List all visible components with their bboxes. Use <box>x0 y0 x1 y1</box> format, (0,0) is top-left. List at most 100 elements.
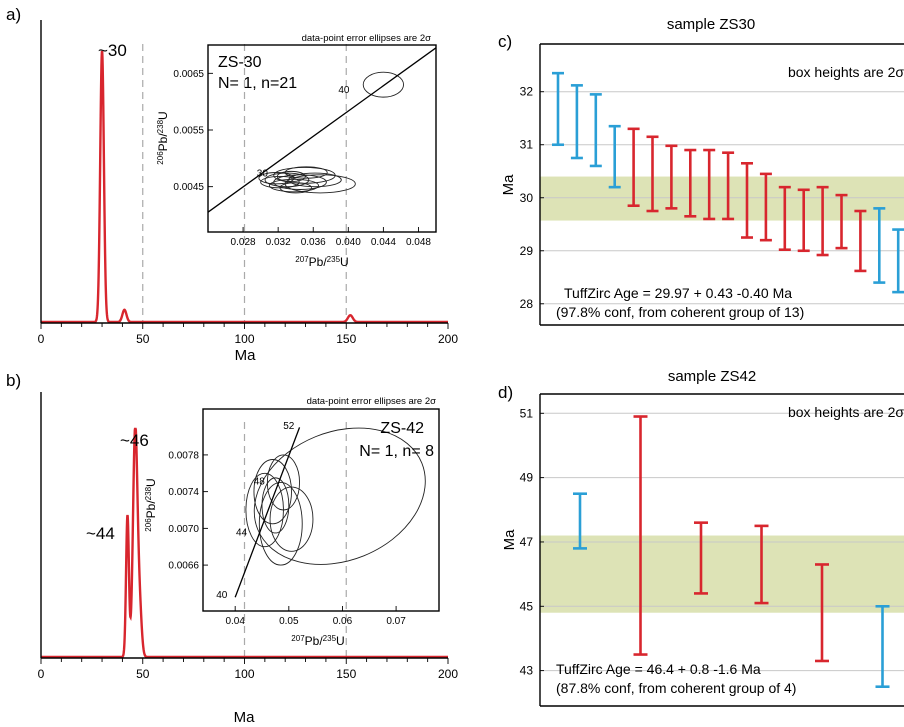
panel-c-result-line1: TuffZirc Age = 29.97 + 0.43 -0.40 Ma <box>564 285 792 301</box>
a-inset-y-tick-label: 0.0055 <box>173 126 204 137</box>
d-y-tick-label: 51 <box>520 406 534 420</box>
panel-a-inset-xlabel: 207Pb/235U <box>295 255 348 270</box>
panel-a-inset-concordia: 30 40 <box>207 47 437 213</box>
panel-b-xlabel: Ma <box>234 709 255 726</box>
panel-a-inset-ylabel: 206Pb/238U <box>156 111 171 164</box>
panel-c-label: c) <box>498 32 512 51</box>
a-inset-x-tick-label: 0.028 <box>231 237 256 248</box>
c-y-tick-label: 30 <box>520 191 534 205</box>
panel-d-band <box>540 535 904 613</box>
panel-b-inset-concordia: 52 48 44 40 <box>216 421 301 601</box>
panel-a-inset-caption: data-point error ellipses are 2σ <box>302 33 432 44</box>
b-inset-error-ellipse <box>258 482 303 566</box>
b-inset-x-tick-label: 0.04 <box>225 616 245 627</box>
a-inset-concordia-line <box>207 47 437 213</box>
b-x-tick-label: 0 <box>38 667 45 681</box>
panel-c-result-line2: (97.8% conf, from coherent group of 13) <box>556 304 804 320</box>
panel-b-inset-caption: data-point error ellipses are 2σ <box>307 396 437 407</box>
a-inset-x-tick-label: 0.048 <box>406 237 431 248</box>
panel-a-annotations: ~30 <box>98 41 127 60</box>
panel-a-inset: 0.028 0.032 0.036 0.040 0.044 0.048 0.0045 0.00… <box>156 33 437 269</box>
b-inset-y-tick-label: 0.0066 <box>168 561 199 572</box>
a-inset-error-ellipse <box>268 178 319 193</box>
panel-b-inset-ticks: 0.04 0.05 0.06 0.07 0.0066 0.0070 0.0074 0.0078 <box>168 450 406 627</box>
panel-b-inset-ylabel: 206Pb/238U <box>144 478 159 531</box>
a-inset-error-ellipse <box>279 182 312 194</box>
b-inset-x-tick-label: 0.07 <box>386 616 406 627</box>
a-x-tick-label: 100 <box>234 332 254 346</box>
a-inset-x-tick-label: 0.032 <box>266 237 291 248</box>
panel-c-error-bars <box>552 71 904 294</box>
panel-d-ylabel: Ma <box>501 529 518 550</box>
c-error-bar <box>722 151 735 221</box>
c-error-bar <box>778 185 791 252</box>
c-error-bar <box>873 207 886 284</box>
panel-d-result-line1: TuffZirc Age = 46.4 + 0.8 -1.6 Ma <box>556 661 761 677</box>
c-y-tick-label: 32 <box>520 85 534 99</box>
panel-a-inset-sample: ZS-30 <box>218 54 262 71</box>
panel-a-density-curve <box>41 50 448 324</box>
a-inset-error-ellipse <box>362 71 405 98</box>
a-inset-y-tick-label: 0.0045 <box>173 182 204 193</box>
c-error-bar <box>552 71 564 147</box>
panel-c-errorbar-plot: c) sample ZS30 28 29 30 31 32 Ma box heights… <box>498 16 904 326</box>
d-y-tick-label: 45 <box>520 599 534 613</box>
d-error-bar <box>815 563 829 663</box>
panel-d-gridlines <box>540 412 904 672</box>
panel-c-y-ticks: 28 29 30 31 32 <box>520 85 544 311</box>
c-error-bar <box>741 161 753 239</box>
c-error-bar <box>759 172 772 242</box>
b-peak-annotation: ~44 <box>86 524 115 543</box>
b-inset-error-ellipse <box>269 486 314 552</box>
b-inset-concordia-age-label: 48 <box>254 476 266 487</box>
d-error-bar <box>875 604 890 689</box>
panel-d-title: sample ZS42 <box>668 368 756 385</box>
panel-c-band <box>540 176 904 221</box>
panel-b-density-plot: b) 0.04 0.05 0.06 0.070.00660.00700.00740.0… <box>6 371 458 726</box>
a-inset-concordia-age-label: 40 <box>338 85 350 96</box>
panel-b-density-curve <box>41 427 448 659</box>
panel-d-error-bars <box>573 415 890 689</box>
a-peak-annotation: ~30 <box>98 41 127 60</box>
a-x-tick-label: 50 <box>136 332 150 346</box>
panel-b-inset: 0.04 0.05 0.06 0.07 0.0066 0.0070 0.0074 0.0078… <box>144 396 440 648</box>
b-inset-error-ellipse <box>261 477 290 534</box>
c-y-tick-label: 31 <box>520 138 534 152</box>
panel-c-note: box heights are 2σ <box>788 64 904 80</box>
a-inset-x-tick-label: 0.044 <box>371 237 396 248</box>
d-y-tick-label: 43 <box>520 664 534 678</box>
panel-b-label: b) <box>6 371 21 390</box>
panel-d-result-line2: (87.8% conf, from coherent group of 4) <box>556 680 796 696</box>
b-inset-x-tick-label: 0.05 <box>279 616 299 627</box>
d-error-bar <box>754 524 769 605</box>
b-inset-y-tick-label: 0.0078 <box>168 450 199 461</box>
b-x-tick-label: 200 <box>438 667 458 681</box>
b-inset-concordia-age-label: 40 <box>216 590 228 601</box>
panel-a-inset-ticks: 0.028 0.032 0.036 0.040 0.044 0.048 0.0045 0.00… <box>173 69 431 248</box>
panel-c-title: sample ZS30 <box>667 16 755 33</box>
b-inset-x-tick-label: 0.06 <box>333 616 353 627</box>
panel-a-xlabel: Ma <box>235 347 256 364</box>
c-error-bar <box>835 193 848 250</box>
c-y-tick-label: 28 <box>520 297 534 311</box>
d-error-bar <box>633 415 648 656</box>
a-inset-x-tick-label: 0.036 <box>301 237 326 248</box>
panel-a-inset-counts: N= 1, n=21 <box>218 75 297 92</box>
panel-d-y-ticks: 43 45 47 49 51 <box>520 406 544 678</box>
d-error-bar <box>573 492 587 550</box>
b-x-tick-label: 50 <box>136 667 150 681</box>
panel-d-label: d) <box>498 383 513 402</box>
panel-a-dashed-lines <box>142 44 347 323</box>
b-inset-error-ellipse <box>253 459 292 525</box>
c-error-bar <box>892 228 904 294</box>
c-error-bar <box>684 148 697 218</box>
c-y-tick-label: 29 <box>520 244 534 258</box>
panel-a-x-ticks: 0 50 100 150 200 <box>38 323 458 346</box>
d-y-tick-label: 47 <box>520 535 534 549</box>
a-inset-x-tick-label: 0.040 <box>336 237 361 248</box>
c-error-bar <box>608 124 621 189</box>
c-error-bar <box>570 84 583 160</box>
panel-a-inset-ellipses <box>258 71 405 194</box>
b-inset-error-ellipse <box>253 427 426 565</box>
